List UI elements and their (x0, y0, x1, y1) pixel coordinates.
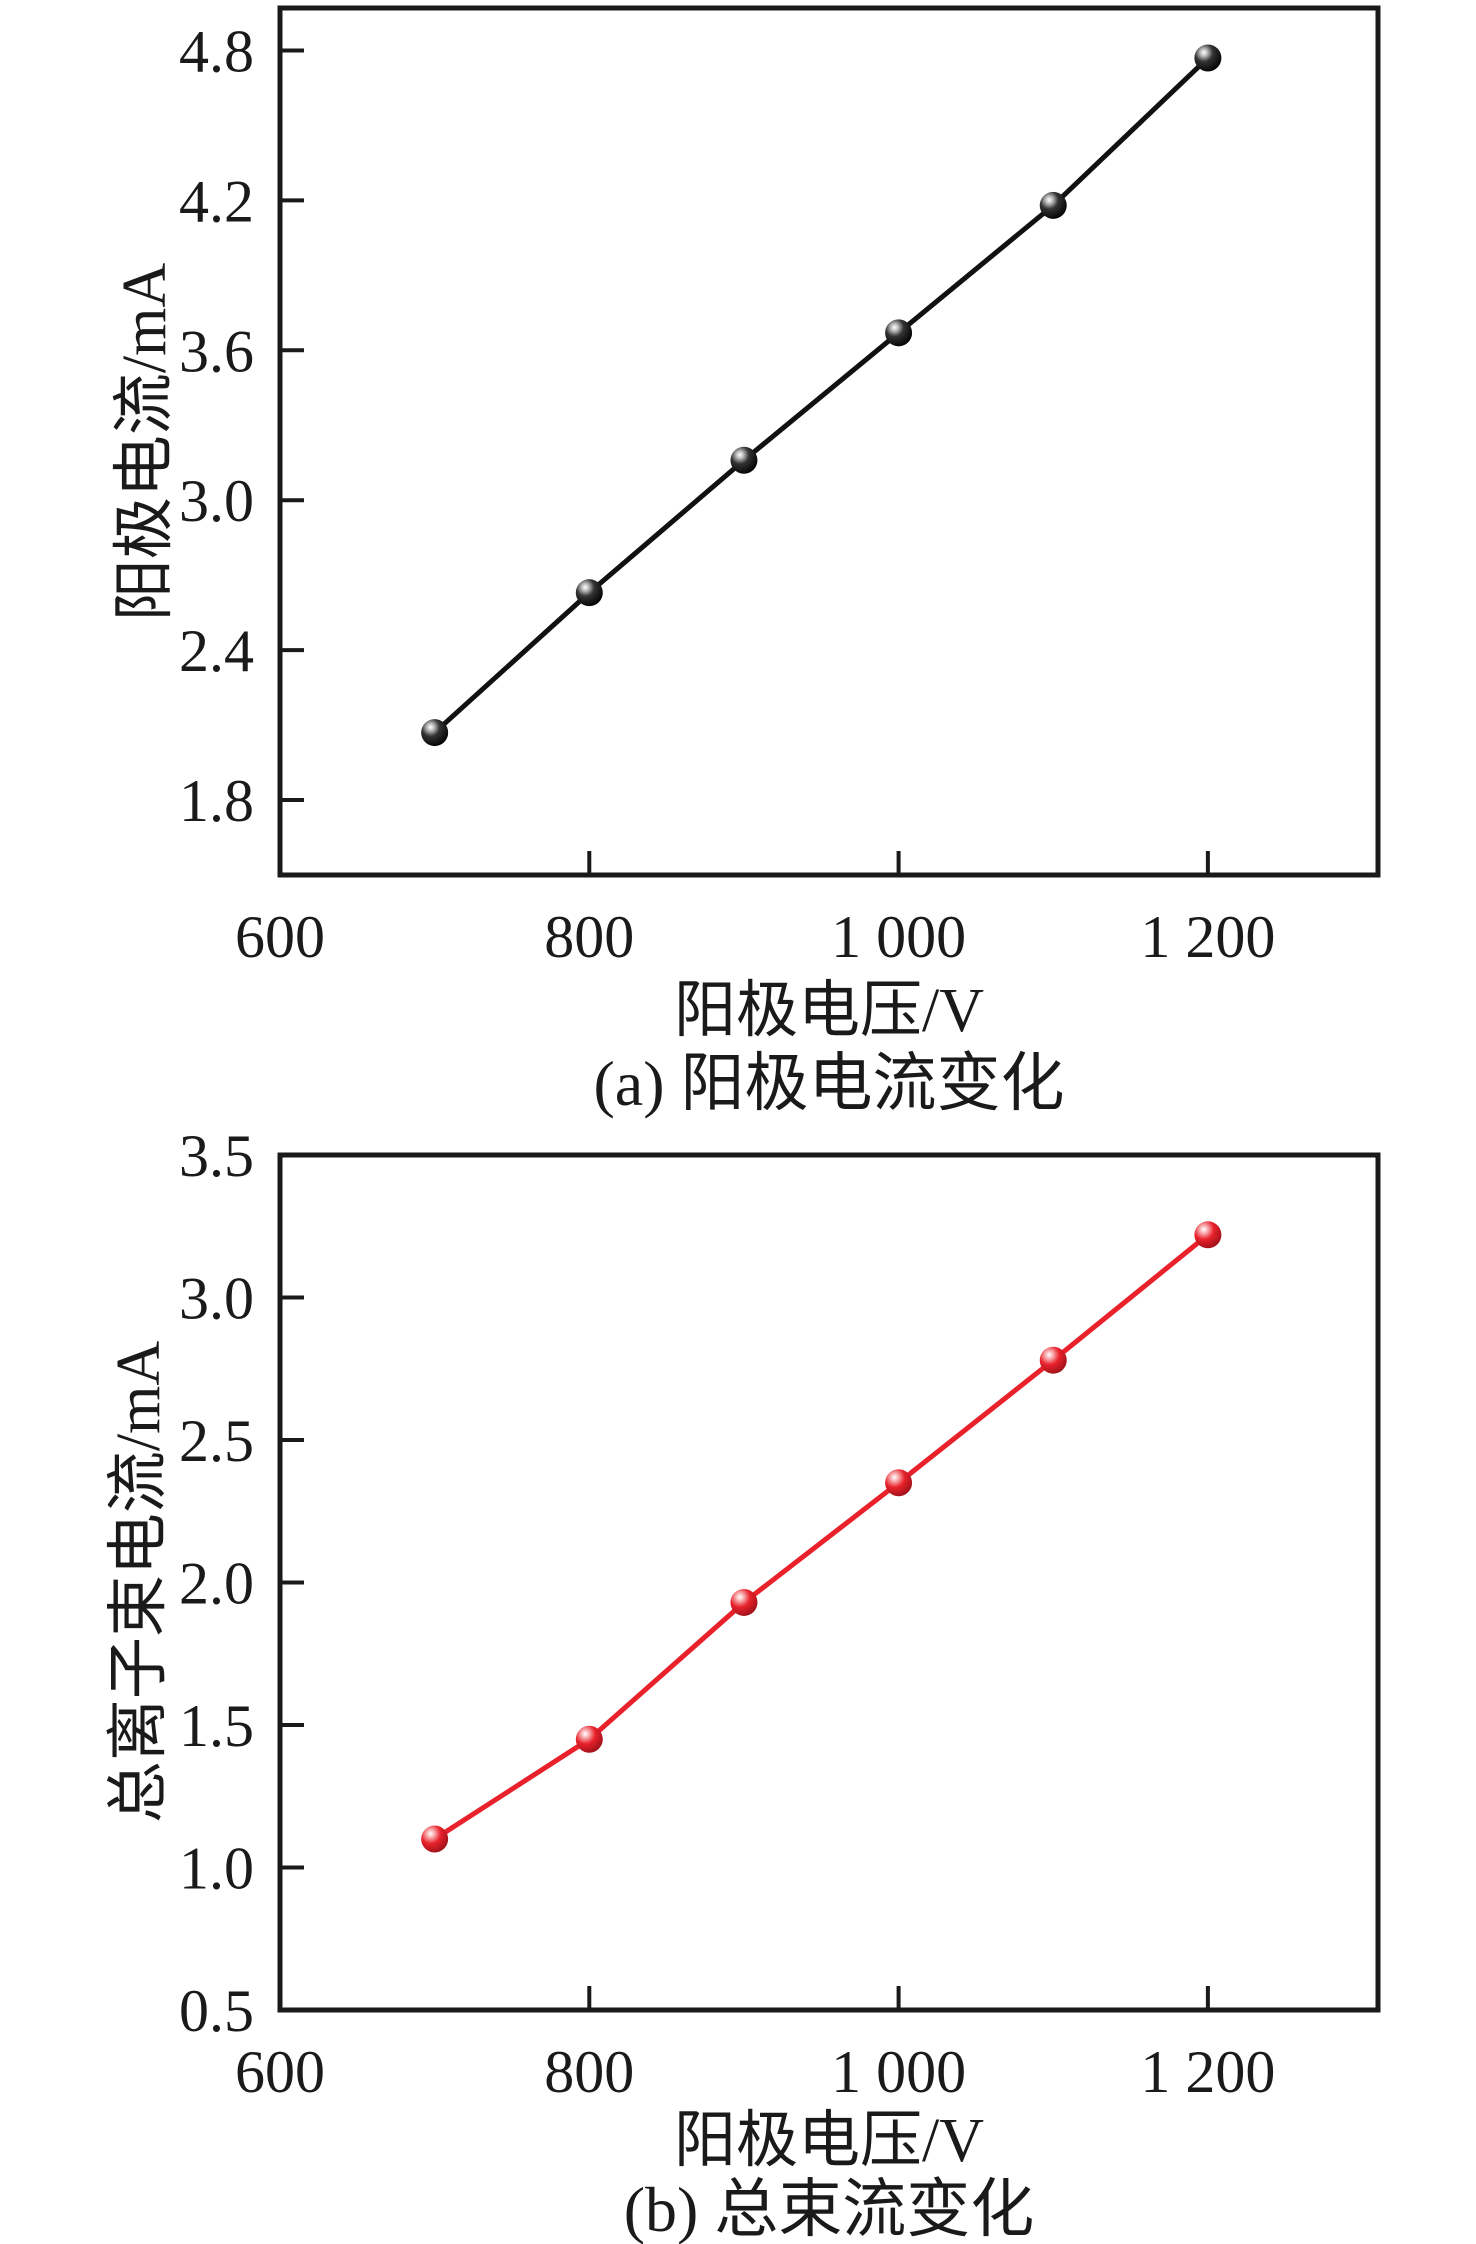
data-point-marker (885, 1469, 913, 1497)
x-axis-tick-label: 600 (235, 904, 325, 970)
x-axis-tick-label: 600 (235, 2039, 325, 2105)
chart-a-plot-area: 1.8 2.4 3.0 3.6 4.2 4.8 600 800 1 000 1 200 (179, 5, 1381, 970)
y-axis-tick-label: 4.8 (179, 18, 254, 84)
chart-a-caption: (a) 阳极电流变化 (593, 1048, 1065, 1119)
plot-frame (277, 5, 1381, 878)
chart-b-x-axis-title: 阳极电压/V (673, 2107, 984, 2175)
chart-b-y-axis-title: 总离子束电流/mA (105, 1340, 173, 1824)
chart-b-caption: (b) 总束流变化 (623, 2174, 1035, 2244)
data-point-marker (1039, 1346, 1067, 1374)
data-point-marker (1194, 1221, 1222, 1249)
chart-a-x-axis-title: 阳极电压/V (673, 977, 984, 1045)
data-line (432, 1232, 1211, 1842)
y-axis-tick-label: 2.4 (179, 618, 254, 684)
y-axis-tick-label: 4.2 (179, 168, 254, 234)
data-line (432, 55, 1211, 736)
plot-frame (277, 1152, 1381, 2013)
data-point-marker (885, 319, 913, 347)
chart-a-y-axis-title: 阳极电流/mA (111, 262, 179, 622)
chart-a-anode-current: 1.8 2.4 3.0 3.6 4.2 4.8 600 800 1 000 1 200 (179, 5, 1381, 970)
y-axis-tick-label: 3.5 (179, 1123, 254, 1189)
x-axis-tick-label: 800 (544, 2039, 634, 2105)
x-axis-tick-label: 1 000 (831, 904, 966, 970)
data-point-marker (1194, 44, 1222, 72)
x-axis-tick-label: 800 (544, 904, 634, 970)
y-axis-tick-label: 3.6 (179, 318, 254, 384)
y-axis-tick-label: 0.5 (179, 1978, 254, 2044)
x-axis-tick-label: 1 000 (831, 2039, 966, 2105)
data-point-marker (421, 1825, 449, 1853)
chart-b-plot-area: 0.5 1.0 1.5 2.0 2.5 3.0 3.5 600 800 1 000 1 200 (179, 1123, 1381, 2105)
y-axis-tick-label: 3.0 (179, 468, 254, 534)
data-point-marker (575, 1725, 603, 1753)
data-point-marker (575, 579, 603, 607)
y-axis-tick-label: 1.0 (179, 1836, 254, 1902)
chart-b-ion-beam-current: 0.5 1.0 1.5 2.0 2.5 3.0 3.5 600 800 1 000 1 200 (179, 1123, 1381, 2105)
y-axis-tick-label: 2.5 (179, 1408, 254, 1474)
y-axis-tick-label: 2.0 (179, 1551, 254, 1617)
y-axis-tick-label: 3.0 (179, 1266, 254, 1332)
data-point-marker (1039, 191, 1067, 219)
data-point-marker (421, 719, 449, 747)
y-axis-tick-label: 1.5 (179, 1693, 254, 1759)
data-point-marker (730, 1588, 758, 1616)
x-axis-tick-label: 1 200 (1140, 904, 1275, 970)
data-point-marker (730, 446, 758, 474)
y-axis-tick-label: 1.8 (179, 768, 254, 834)
x-axis-tick-label: 1 200 (1140, 2039, 1275, 2105)
